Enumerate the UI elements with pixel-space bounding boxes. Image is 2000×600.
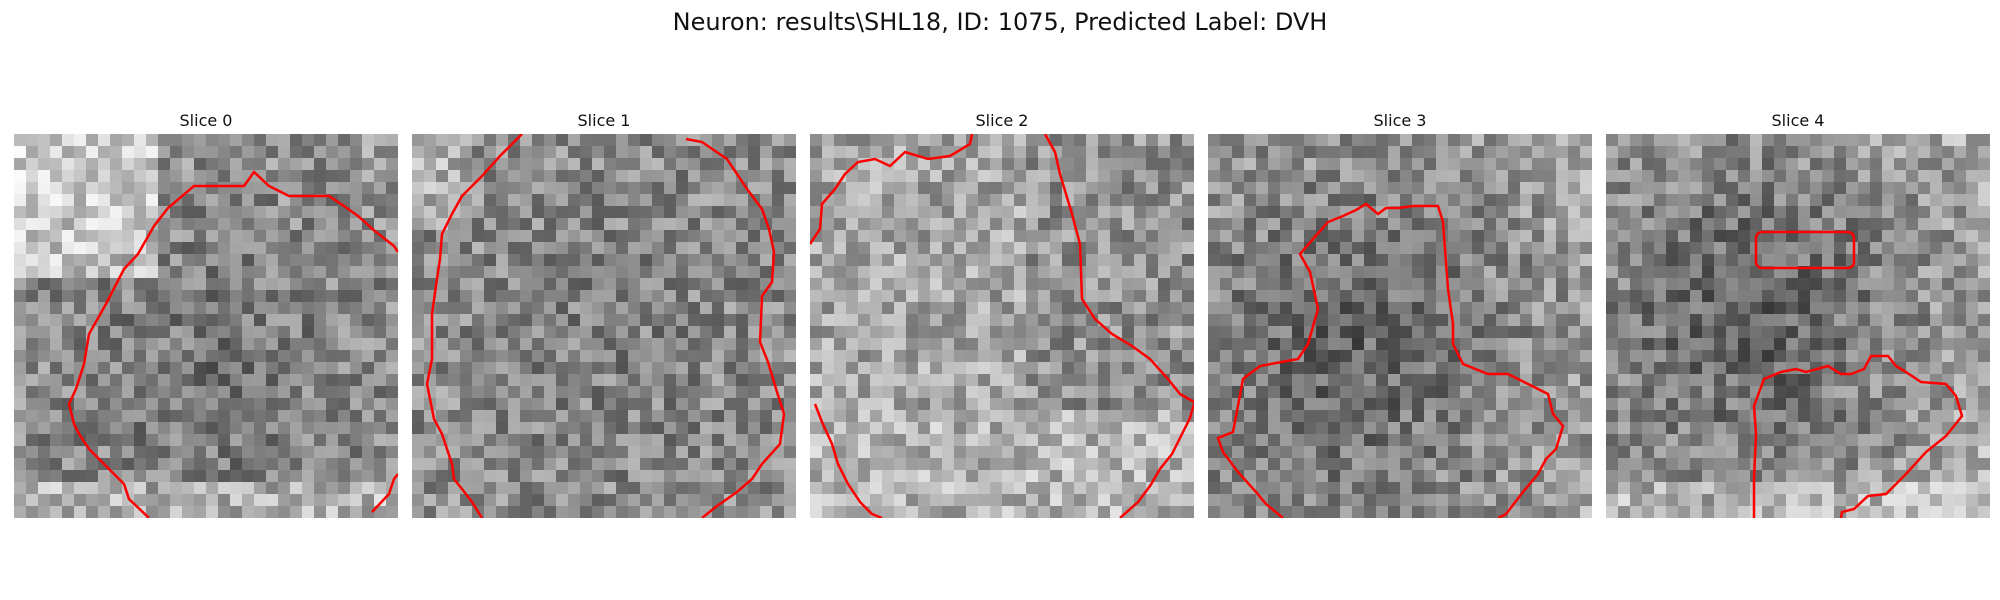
contour-line [371,473,398,513]
contour-line [67,170,398,518]
contour-line [425,134,523,518]
contour-line [685,137,786,518]
slice-image-1 [412,134,796,518]
contour-line [1043,134,1194,404]
slice-title-4: Slice 4 [1771,111,1825,130]
contour-line [1216,202,1565,518]
slice-image-4 [1606,134,1990,518]
contour-line [810,134,974,245]
slice-panel-2: Slice 2 [810,108,1194,518]
figure-title: Neuron: results\SHL18, ID: 1075, Predict… [672,8,1328,36]
slice-title-3: Slice 3 [1373,111,1427,130]
slice-title-0: Slice 0 [179,111,233,130]
slice-panel-3: Slice 3 [1208,108,1592,518]
contour-line [813,403,883,518]
slice-title-2: Slice 2 [975,111,1029,130]
contour-line [1752,354,1964,518]
slice-panel-1: Slice 1 [412,108,796,518]
slice-image-0 [14,134,398,518]
contour-line [1119,403,1194,518]
slice-image-2 [810,134,1194,518]
slice-title-1: Slice 1 [577,111,631,130]
slice-panel-4: Slice 4 [1606,108,1990,518]
contour-loop [1754,230,1856,270]
slice-image-3 [1208,134,1592,518]
slice-panel-0: Slice 0 [14,108,398,518]
